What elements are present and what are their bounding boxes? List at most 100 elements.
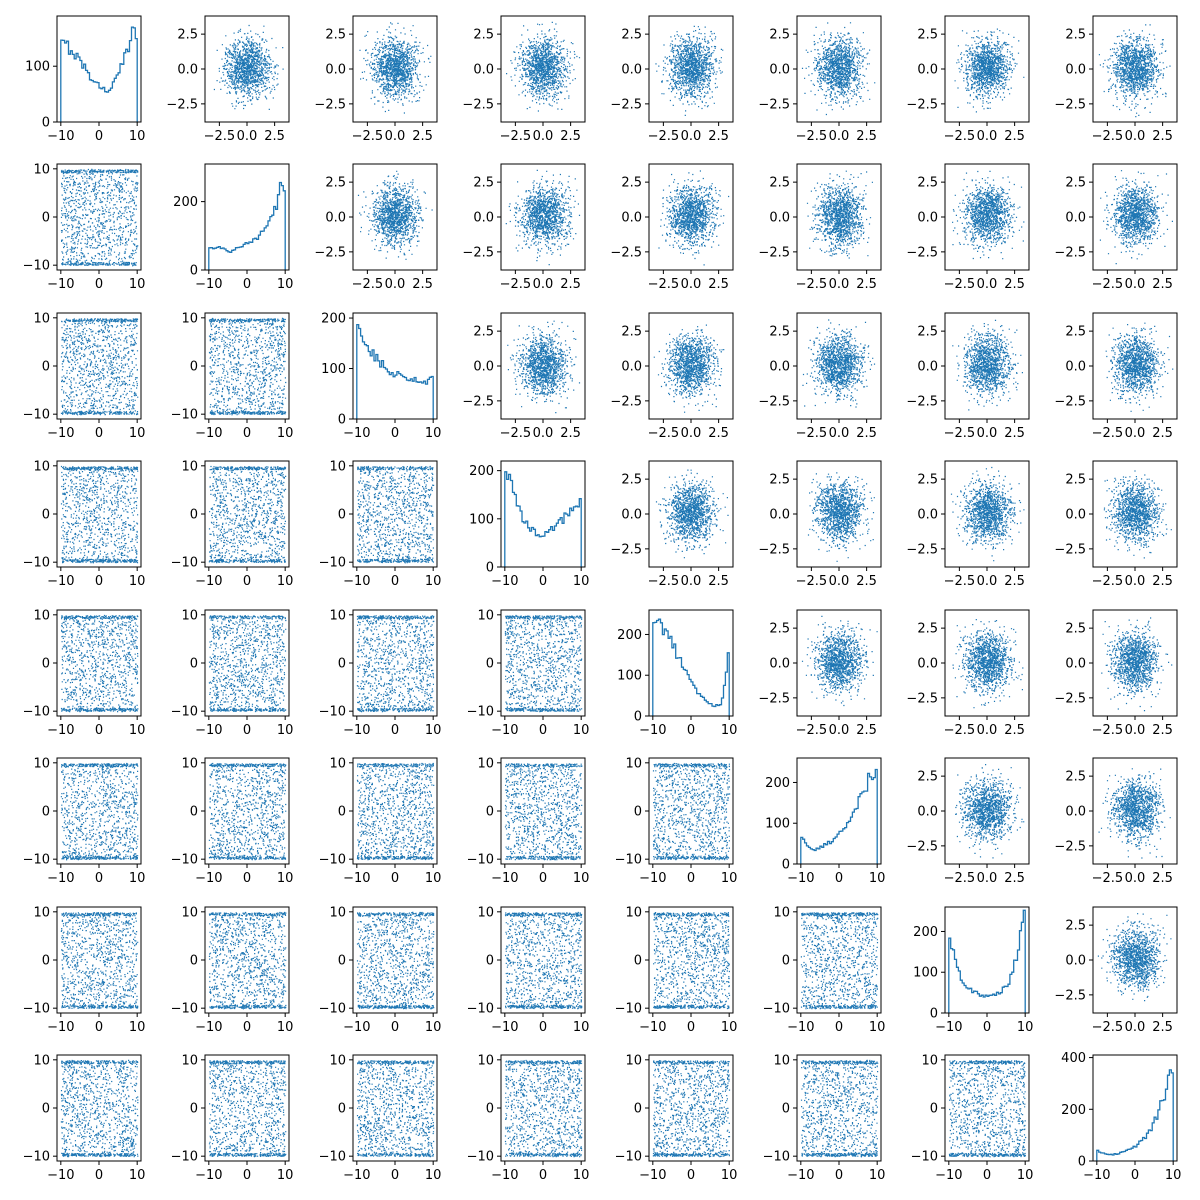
x-tick-label: −2.5 [796,574,828,589]
y-tick-label: 200 [765,776,790,791]
y-tick-label: 0 [190,954,198,969]
x-tick-label: 2.5 [856,129,877,144]
x-tick-label: 0.0 [1125,723,1146,738]
x-tick-label: 10 [425,574,442,589]
x-tick-label: 2.5 [1004,277,1025,292]
scatter-points-5-3 [356,615,435,713]
scatter-points-1-5 [655,25,724,116]
x-tick-label: 0 [95,871,103,886]
subplot-4-5: −2.5 0.0 2.5−2.50.02.5 [610,460,734,589]
scatter-point [60,912,139,1010]
y-tick-label: 0 [634,805,642,820]
y-tick-label: 10 [477,756,494,771]
subplot-8-4: −10 0 10 −10 0 10 [467,1053,590,1183]
y-tick-label: −10 [171,408,198,423]
x-tick-label: −2.5 [944,277,976,292]
x-tick-label: 0 [243,277,251,292]
y-tick-label: −2.5 [610,542,642,557]
x-tick-label: 0.0 [681,426,702,441]
y-tick-label: −2.5 [906,394,938,409]
y-tick-label: −2.5 [610,394,642,409]
y-tick-label: 10 [33,1053,50,1068]
y-tick-label: 0.0 [917,211,938,226]
scatter-points-3-8 [1105,322,1174,412]
y-tick-label: 100 [765,817,790,832]
x-tick-label: 10 [425,871,442,886]
subplot-3-7: −2.5 0.0 2.5−2.50.02.5 [906,312,1030,441]
scatter-points-1-7 [954,28,1025,113]
y-tick-label: 0.0 [1065,508,1086,523]
x-tick-label: −10 [343,426,370,441]
x-tick-label: 0 [835,1020,843,1035]
scatter-point [658,170,730,266]
y-tick-label: 10 [329,459,346,474]
x-tick-label: −10 [195,1020,222,1035]
y-tick-label: 0.0 [473,360,494,375]
axes-frame [204,163,290,271]
x-tick-label: −10 [491,871,518,886]
scatter-point [356,1060,435,1158]
scatter-points-3-6 [802,319,876,408]
y-tick-label: 2.5 [1065,473,1086,488]
scatter-points-7-5 [653,912,731,1010]
x-tick-label: −2.5 [648,426,680,441]
x-tick-label: 2.5 [1152,277,1173,292]
y-tick-label: 2.5 [621,176,642,191]
y-tick-label: 0 [42,508,50,523]
y-tick-label: −10 [319,705,346,720]
y-tick-label: 0.0 [917,360,938,375]
y-tick-label: 0 [42,116,50,131]
y-tick-label: 0 [190,657,198,672]
y-tick-label: 100 [913,966,938,981]
scatter-points-4-6 [807,472,875,562]
x-tick-label: 10 [573,723,590,738]
x-tick-label: −2.5 [648,129,680,144]
y-tick-label: 10 [773,905,790,920]
y-tick-label: 10 [181,1053,198,1068]
y-tick-label: 2.5 [177,28,198,43]
y-tick-label: −10 [467,1150,494,1165]
y-tick-label: 200 [617,628,642,643]
scatter-points-2-4 [505,169,581,266]
x-tick-label: −10 [787,1020,814,1035]
scatter-points-6-1 [60,762,139,861]
y-tick-label: −10 [467,1002,494,1017]
y-tick-label: 10 [181,311,198,326]
x-tick-label: 0.0 [829,723,850,738]
y-tick-label: −10 [467,853,494,868]
axes-frame [352,460,438,568]
y-tick-label: 10 [329,756,346,771]
y-tick-label: 0 [486,805,494,820]
x-tick-label: 0 [835,1168,843,1183]
y-tick-label: 2.5 [473,325,494,340]
x-tick-label: −10 [935,1168,962,1183]
subplot-4-7: −2.5 0.0 2.5−2.50.02.5 [906,460,1030,589]
y-tick-label: 0.0 [769,657,790,672]
y-tick-label: 10 [477,1053,494,1068]
y-tick-label: 0 [930,1007,938,1022]
scatter-point [950,466,1025,562]
y-tick-label: −10 [23,408,50,423]
scatter-point [60,1059,139,1158]
y-tick-label: 0.0 [917,805,938,820]
x-tick-label: −10 [935,1020,962,1035]
x-tick-label: −2.5 [796,129,828,144]
x-tick-label: −2.5 [944,426,976,441]
histogram-1 [60,26,138,122]
scatter-point [652,1060,731,1158]
scatter-points-5-2 [208,615,287,713]
y-tick-label: −2.5 [1054,542,1086,557]
subplot-6-1: −10 0 10 −10 0 10 [23,756,146,886]
scatter-points-8-5 [652,1060,731,1158]
subplot-7-5: −10 0 10 −10 0 10 [615,905,738,1035]
x-tick-label: 0.0 [1125,129,1146,144]
y-tick-label: 0.0 [1065,360,1086,375]
subplot-2-7: −2.5 0.0 2.5−2.50.02.5 [906,163,1030,292]
x-tick-label: −10 [195,426,222,441]
scatter-point [801,22,876,116]
scatter-point [653,324,725,413]
y-tick-label: −2.5 [1054,839,1086,854]
axes-frame [352,312,438,420]
